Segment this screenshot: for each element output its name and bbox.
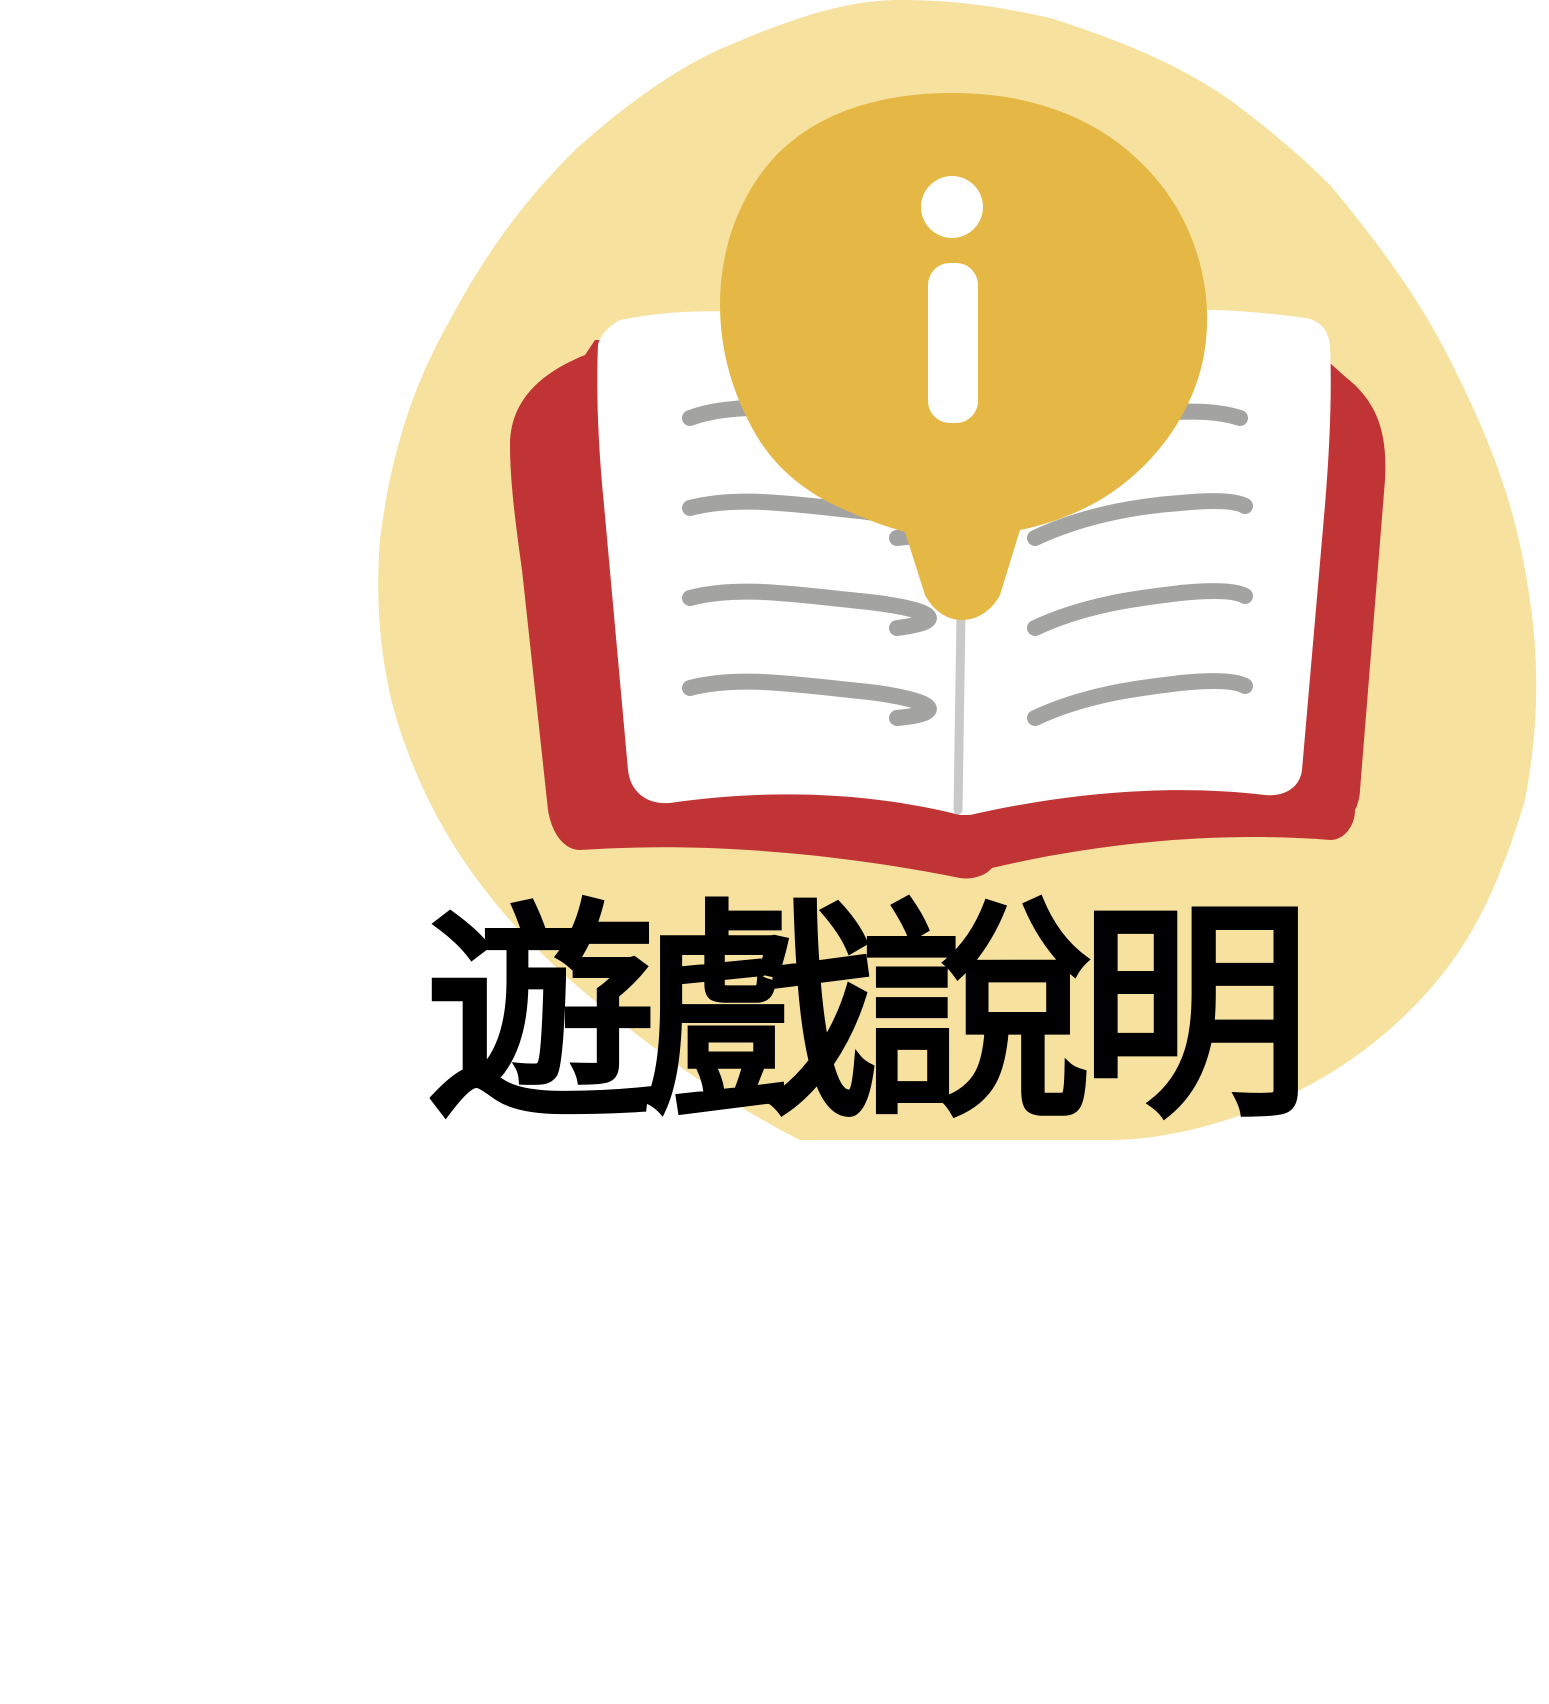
info-glyph-stem (928, 263, 978, 423)
info-glyph-dot (921, 176, 983, 238)
button-label: 遊戲說明 (425, 880, 1311, 1150)
